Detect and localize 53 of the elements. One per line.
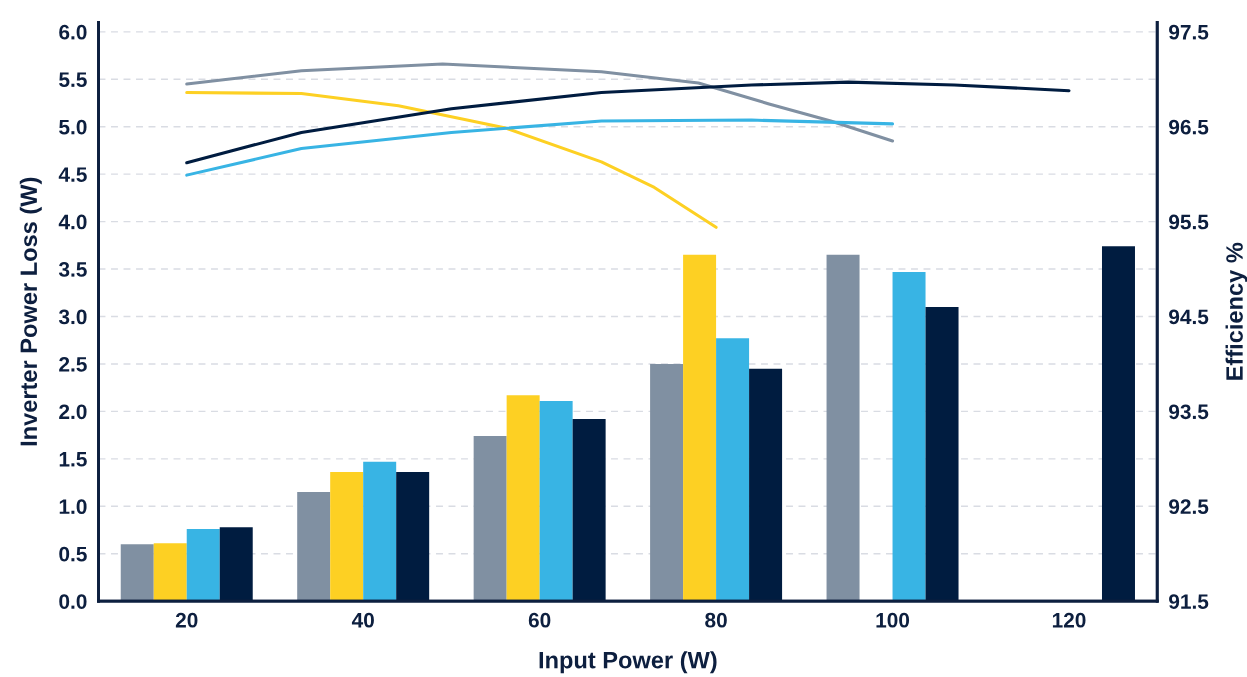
bar <box>396 472 430 602</box>
x-tick-label: 100 <box>876 612 910 628</box>
bar <box>1101 246 1135 602</box>
y-tick-label: 3.0 <box>58 309 87 325</box>
y2-tick-label: 92.5 <box>1169 499 1209 515</box>
bar <box>363 461 397 602</box>
bar <box>120 544 154 602</box>
y-tick-label: 6.0 <box>59 24 87 40</box>
line-series <box>185 118 895 177</box>
x-tick-label: 20 <box>175 612 198 628</box>
bar <box>683 254 717 602</box>
y-tick-label: 3.5 <box>58 262 87 277</box>
y-axis-title: Inverter Power Loss (W) <box>19 177 42 446</box>
y-tick-label: 5.5 <box>59 72 87 88</box>
bar <box>297 492 331 602</box>
bar <box>749 368 783 602</box>
bar <box>650 363 684 602</box>
bar <box>892 271 926 602</box>
line-series <box>185 62 895 143</box>
y-tick-label: 2.5 <box>59 356 87 372</box>
y2-tick-label: 93.5 <box>1169 404 1209 420</box>
bar <box>473 436 507 602</box>
bar <box>826 254 860 602</box>
y-tick-label: 4.5 <box>58 167 87 182</box>
y-tick-label: 0.5 <box>59 546 87 562</box>
y2-tick-label: 95.5 <box>1169 214 1209 230</box>
y-tick-label: 5.0 <box>59 119 87 135</box>
y-tick-label: 1.5 <box>59 452 87 467</box>
bar <box>219 527 253 602</box>
y-tick-label: 4.0 <box>58 214 87 230</box>
y2-tick-label: 94.5 <box>1169 309 1209 325</box>
y-tick-label: 0.0 <box>59 594 87 609</box>
line-series <box>185 91 718 229</box>
bar <box>539 400 573 602</box>
x-axis-title: Input Power (W) <box>539 651 717 674</box>
y2-axis-title: Efficiency % <box>1225 242 1247 380</box>
x-tick-label: 60 <box>528 612 551 628</box>
bar <box>153 543 187 602</box>
x-tick-label: 40 <box>351 612 374 628</box>
y-tick-label: 1.0 <box>59 499 87 515</box>
bar <box>925 307 959 602</box>
x-tick-label: 120 <box>1052 612 1086 628</box>
y-tick-label: 2.0 <box>59 404 87 420</box>
bar <box>506 395 540 602</box>
y2-tick-label: 97.5 <box>1169 24 1209 40</box>
bar <box>330 472 364 602</box>
line-series <box>185 80 1071 165</box>
y2-tick-label: 96.5 <box>1169 119 1209 135</box>
bar <box>186 529 220 602</box>
bar <box>716 338 750 602</box>
x-tick-label: 80 <box>705 612 727 628</box>
bar <box>572 418 606 602</box>
y2-tick-label: 91.5 <box>1169 594 1209 609</box>
